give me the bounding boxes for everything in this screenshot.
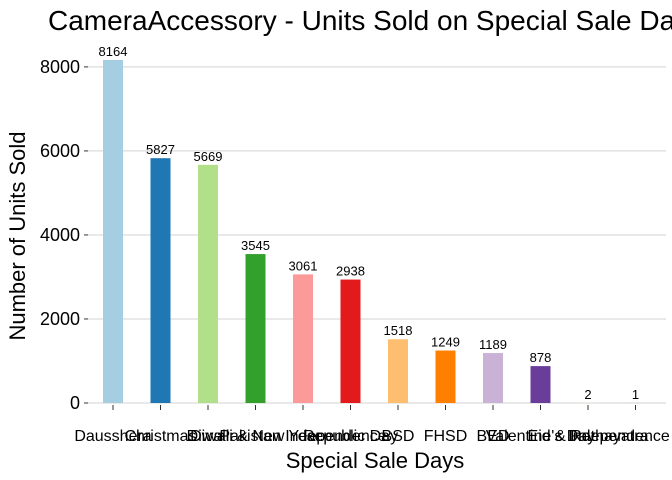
data-label: 3545 [241, 238, 270, 253]
gridlines [88, 66, 666, 404]
bar [245, 254, 266, 403]
x-axis-title: Special Sale Days [286, 448, 465, 473]
x-tick-label: Pakistan Independence [219, 428, 386, 445]
data-label: 5669 [194, 149, 223, 164]
data-label: 2938 [336, 264, 365, 279]
x-tick-label: FHSD [424, 428, 468, 445]
data-labels: 8164 5827 5669 3545 3061 2938 1518 1249 1189 878 2… [99, 44, 640, 402]
data-label: 5827 [146, 142, 175, 157]
y-axis-title: Number of Units Sold [5, 131, 30, 340]
data-label: 2 [584, 387, 591, 402]
x-tick-label: Independence Day [568, 428, 672, 445]
bar [340, 279, 361, 403]
x-tick-label: Valentine's Day [486, 428, 595, 445]
x-tick-label: Eid & Rathayatra [528, 428, 649, 445]
data-label: 3061 [289, 258, 318, 273]
bar [103, 60, 123, 403]
bars [103, 60, 646, 403]
data-label: 1 [632, 387, 639, 402]
y-tick-label: 8000 [40, 57, 80, 77]
y-tick-label: 4000 [40, 225, 80, 245]
bar [198, 164, 218, 403]
x-tick-label: Diwali & New Year [190, 428, 321, 445]
data-label: 1518 [384, 323, 413, 338]
bar [388, 339, 408, 403]
x-tick-label: Diwali [187, 428, 230, 445]
bar [150, 158, 171, 403]
data-label: 8164 [99, 44, 128, 59]
x-tick-label: Republic Day [303, 428, 398, 445]
data-label: 1249 [431, 335, 460, 350]
bar [530, 366, 551, 403]
bar [293, 274, 313, 403]
bar [483, 353, 503, 403]
data-label: 1189 [479, 337, 507, 352]
y-axis: 0 2000 4000 6000 8000 [40, 57, 88, 413]
x-tick-label: Christmas [124, 428, 196, 445]
y-tick-label: 6000 [40, 141, 80, 161]
y-tick-label: 0 [70, 393, 80, 413]
chart-title: CameraAccessory - Units Sold on Special … [48, 5, 672, 36]
bar [435, 350, 456, 403]
x-tick-label: BSD [382, 428, 415, 445]
data-label: 878 [530, 350, 552, 365]
x-tick-label: BED [477, 428, 510, 445]
x-tick-label: Dausshera [74, 428, 151, 445]
y-tick-label: 2000 [40, 309, 80, 329]
